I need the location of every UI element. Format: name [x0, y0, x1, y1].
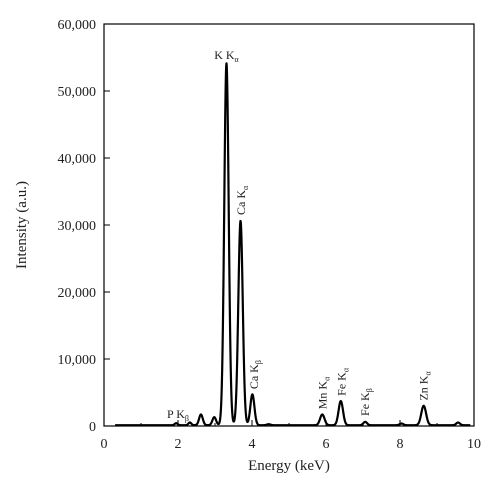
x-axis-title: Energy (keV) — [248, 458, 330, 474]
peak-label-ca-kalpha: Ca Kα — [234, 185, 250, 215]
x-tick-label: 6 — [323, 437, 330, 452]
y-tick-label: 10,000 — [58, 353, 97, 368]
axes-layer — [103, 23, 475, 427]
spectrum-layer — [114, 62, 472, 427]
y-axis-title: Intensity (a.u.) — [14, 181, 30, 269]
peak-label-fe-kbeta: Fe Kβ — [358, 388, 374, 416]
x-tick-label: 8 — [397, 437, 404, 452]
x-tick-label: 2 — [175, 437, 182, 452]
x-tick-label: 0 — [101, 437, 108, 452]
x-tick-label: 4 — [249, 437, 256, 452]
peak-label-p-kbeta: P Kβ — [167, 407, 189, 423]
y-tick-label: 0 — [89, 420, 96, 435]
plot-frame — [103, 23, 475, 427]
y-tick-label: 60,000 — [58, 18, 97, 33]
x-tick-label: 10 — [467, 437, 481, 452]
y-tick-label: 20,000 — [58, 286, 97, 301]
peak-label-k-kalpha: K Kα — [214, 48, 239, 64]
peak-label-mn-kalpha: Mn Kα — [315, 376, 331, 409]
y-tick-label: 30,000 — [58, 219, 97, 234]
spectrum-line — [114, 62, 472, 427]
peak-annotations: P Kβ K Kα Ca Kα Ca Kβ Mn Kα Fe Kα Fe Kβ Zn Kα — [167, 48, 433, 423]
y-tick-label: 50,000 — [58, 85, 97, 100]
ticks-layer: 0 2 4 6 8 10 0 10,000 20,000 30,000 40,000 50,000 60… — [58, 18, 482, 452]
y-tick-label: 40,000 — [58, 152, 97, 167]
peak-label-fe-kalpha: Fe Kα — [335, 367, 351, 396]
peak-label-ca-kbeta: Ca Kβ — [247, 360, 263, 389]
peak-label-zn-kalpha: Zn Kα — [417, 371, 433, 401]
